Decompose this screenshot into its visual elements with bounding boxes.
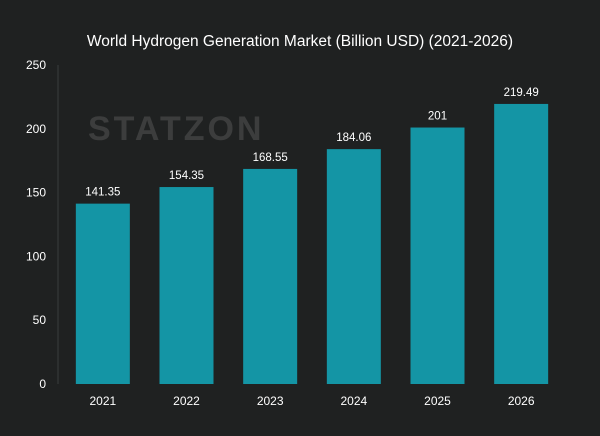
x-tick-label: 2023 xyxy=(257,394,284,408)
chart-title: World Hydrogen Generation Market (Billio… xyxy=(86,33,514,50)
data-label: 219.49 xyxy=(504,87,539,99)
x-tick-label: 2026 xyxy=(508,394,535,408)
watermark-logo: STATZON xyxy=(88,110,265,148)
bar xyxy=(410,127,465,385)
bar xyxy=(75,203,130,384)
x-tick-label: 2022 xyxy=(173,394,200,408)
bar xyxy=(326,149,381,384)
x-tick-label: 2024 xyxy=(340,394,367,408)
data-label: 141.35 xyxy=(85,187,120,199)
data-label: 184.06 xyxy=(336,132,371,144)
bar xyxy=(243,168,298,384)
y-tick-label: 250 xyxy=(26,58,46,72)
y-tick-label: 0 xyxy=(39,377,46,391)
y-tick-label: 200 xyxy=(26,122,46,136)
bar xyxy=(159,187,214,384)
data-label: 201 xyxy=(428,111,447,123)
data-label: 154.35 xyxy=(169,170,204,182)
data-label: 168.55 xyxy=(253,152,288,164)
x-tick-label: 2025 xyxy=(424,394,451,408)
y-tick-label: 100 xyxy=(26,249,46,263)
x-tick-label: 2021 xyxy=(89,394,116,408)
bar xyxy=(494,103,549,385)
y-tick-label: 150 xyxy=(26,186,46,200)
y-tick-label: 50 xyxy=(33,313,47,327)
